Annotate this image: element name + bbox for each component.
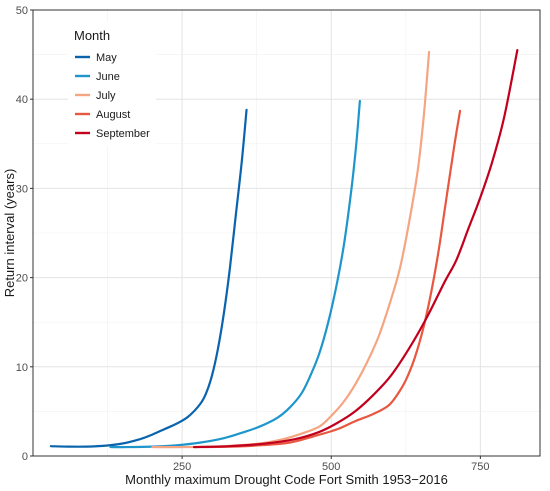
legend-label-july: July	[96, 90, 116, 102]
series-lines	[49, 49, 519, 449]
y-tick-label: 10	[16, 362, 28, 374]
y-tick-label: 40	[16, 94, 28, 106]
series-line-june	[109, 99, 361, 449]
x-tick-label: 750	[471, 461, 489, 473]
series-line-september	[192, 49, 519, 449]
series-line-august	[192, 109, 462, 449]
legend-background	[68, 22, 156, 146]
x-tick-label: 250	[173, 461, 191, 473]
y-tick-label: 20	[16, 273, 28, 285]
x-axis-title: Monthly maximum Drought Code Fort Smith …	[125, 472, 448, 487]
panel-border	[32, 9, 541, 457]
legend-items: May June July August September	[75, 52, 150, 140]
legend-title: Month	[74, 28, 110, 43]
legend: Month May June July August September	[68, 22, 156, 146]
series-line-may	[49, 108, 248, 448]
legend-label-august: August	[96, 109, 130, 121]
y-axis-title: Return interval (years)	[2, 169, 17, 298]
legend-label-september: September	[96, 128, 150, 140]
x-tick-label: 500	[322, 461, 340, 473]
y-tick-label: 30	[16, 183, 28, 195]
y-tick-label: 50	[16, 5, 28, 17]
legend-label-may: May	[96, 52, 117, 64]
legend-label-june: June	[96, 71, 120, 83]
y-tick-label: 0	[22, 451, 28, 463]
axes: 250 500 750 0 10 20 30 40 50	[16, 5, 490, 473]
